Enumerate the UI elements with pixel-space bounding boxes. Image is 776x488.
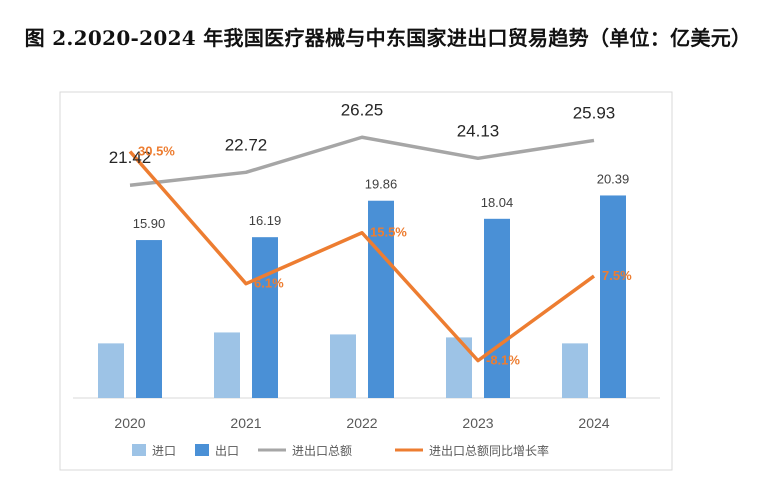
legend-item-4: 进出口总额同比增长率: [395, 443, 549, 458]
legend-item-3: 进出口总额: [258, 444, 352, 458]
bar-import-2021: [214, 332, 240, 398]
label-total-2021: 22.72: [225, 135, 268, 154]
legend-swatch-1: [132, 444, 146, 456]
label-total-2022: 26.25: [341, 100, 384, 119]
bar-export-2024: [600, 195, 626, 398]
bar-export-2020: [136, 240, 162, 398]
line-growth-series: [128, 150, 596, 363]
x-tick-2024: 2024: [578, 415, 609, 431]
x-tick-2020: 2020: [114, 415, 145, 431]
label-growth-2020: 30.5%: [138, 143, 175, 158]
bar-export-2023: [484, 218, 510, 398]
label-total-2024: 25.93: [573, 103, 616, 122]
bar-import-2022: [330, 334, 356, 398]
label-total-2023: 24.13: [457, 121, 500, 140]
legend-item-2: 出口: [195, 444, 239, 458]
x-tick-2022: 2022: [346, 415, 377, 431]
label-export-2022: 19.86: [365, 177, 398, 192]
legend-swatch-2: [195, 444, 209, 456]
chart-title: 图 2.2020-2024 年我国医疗器械与中东国家进出口贸易趋势（单位：亿美元…: [24, 26, 752, 50]
legend-label-2: 出口: [215, 444, 239, 458]
bar-export-2022: [368, 200, 394, 398]
label-growth-2021: 6.1%: [254, 276, 284, 291]
legend-label-1: 进口: [152, 444, 176, 458]
bar-import-2023: [446, 337, 472, 398]
bar-import-2024: [562, 343, 588, 398]
label-export-2024: 20.39: [597, 171, 630, 186]
label-growth-2022: 15.5%: [370, 225, 407, 240]
label-export-2020: 15.90: [133, 216, 166, 231]
x-tick-2021: 2021: [230, 415, 261, 431]
line-total-series: [129, 135, 595, 187]
x-tick-2023: 2023: [462, 415, 493, 431]
bar-export-2021: [252, 237, 278, 398]
label-growth-2023: -8.1%: [486, 353, 520, 368]
label-export-2021: 16.19: [249, 213, 282, 228]
label-export-2023: 18.04: [481, 195, 514, 210]
label-total-2020: 21.42: [109, 148, 152, 167]
label-growth-2024: 7.5%: [602, 268, 632, 283]
legend-label-4: 进出口总额同比增长率: [429, 443, 549, 458]
bar-import-2020: [98, 343, 124, 398]
legend-label-3: 进出口总额: [292, 444, 352, 458]
legend-item-1: 进口: [132, 444, 176, 458]
